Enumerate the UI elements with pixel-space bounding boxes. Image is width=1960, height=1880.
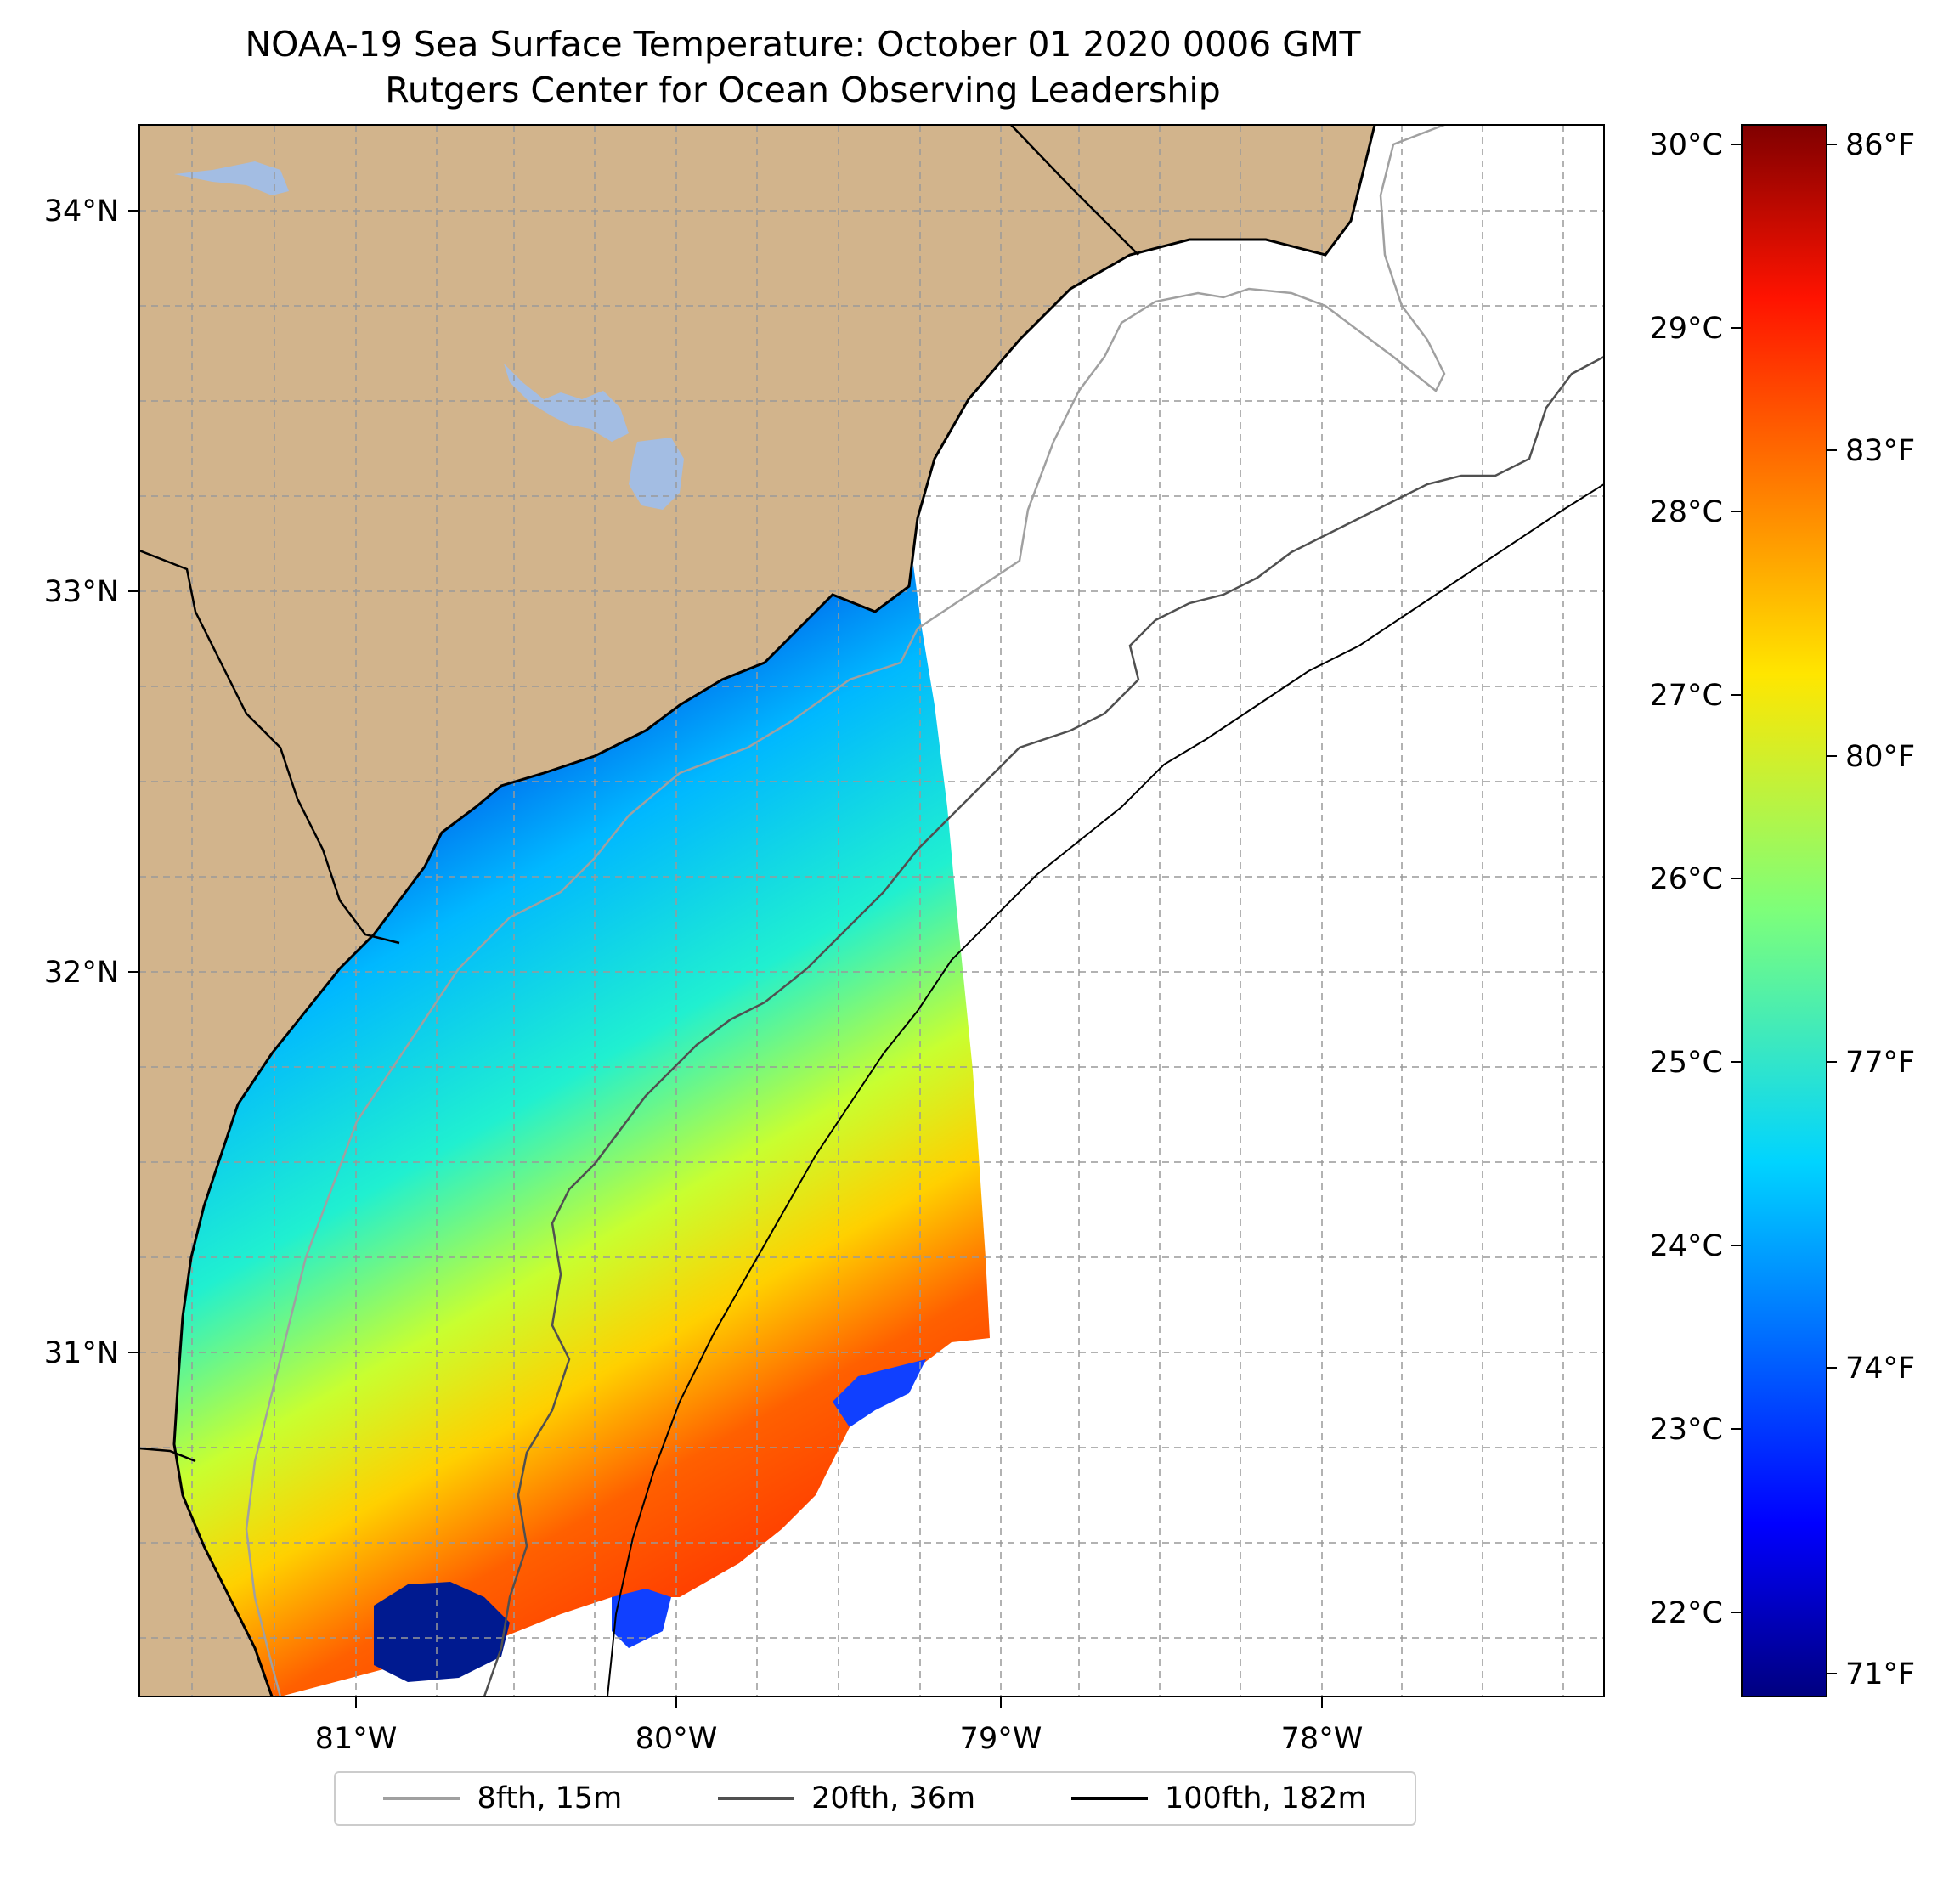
sst-swath bbox=[174, 565, 990, 1697]
map-title: NOAA-19 Sea Surface Temperature: October… bbox=[245, 24, 1361, 65]
lake-marion bbox=[504, 364, 629, 442]
lon-label: 78°W bbox=[1281, 1722, 1364, 1756]
colorbar-f-label: 74°F bbox=[1845, 1352, 1915, 1386]
colorbar-c-label: 28°C bbox=[1650, 495, 1723, 529]
map-subtitle: Rutgers Center for Ocean Observing Leade… bbox=[385, 70, 1221, 110]
legend-label: 8fth, 15m bbox=[477, 1781, 623, 1815]
lat-label: 34°N bbox=[44, 195, 119, 229]
legend-item-8fth: 8fth, 15m bbox=[383, 1781, 622, 1815]
lat-gridlines bbox=[139, 210, 1604, 1639]
isobath-legend: 8fth, 15m 20fth, 36m 100fth, 182m bbox=[334, 1771, 1416, 1826]
colorbar-f-label: 77°F bbox=[1845, 1046, 1915, 1080]
colorbar-f-label: 80°F bbox=[1845, 740, 1915, 774]
river bbox=[139, 1447, 196, 1463]
legend-label: 100fth, 182m bbox=[1164, 1781, 1367, 1815]
coastline bbox=[172, 125, 1376, 1697]
colorbar-c-label: 24°C bbox=[1650, 1229, 1723, 1263]
colorbar bbox=[1741, 124, 1827, 1697]
state-border bbox=[1010, 125, 1139, 256]
legend-item-20fth: 20fth, 36m bbox=[718, 1781, 975, 1815]
lat-label: 31°N bbox=[44, 1336, 119, 1370]
legend-label: 20fth, 36m bbox=[811, 1781, 976, 1815]
legend-swatch bbox=[383, 1797, 460, 1800]
colorbar-c-label: 23°C bbox=[1650, 1413, 1723, 1447]
land bbox=[139, 125, 1375, 1697]
axis-ticks bbox=[128, 210, 1323, 1708]
map-area bbox=[139, 125, 1604, 1697]
cold-eddy bbox=[374, 1582, 510, 1682]
lake-moultrie bbox=[629, 438, 684, 510]
legend-item-100fth: 100fth, 182m bbox=[1070, 1781, 1367, 1815]
map-frame bbox=[138, 124, 1605, 1697]
lake-north bbox=[174, 161, 289, 195]
legend-swatch bbox=[1070, 1797, 1148, 1800]
colorbar-c-label: 26°C bbox=[1650, 862, 1723, 896]
colorbar-c-label: 27°C bbox=[1650, 679, 1723, 713]
river bbox=[139, 549, 400, 945]
lat-label: 33°N bbox=[44, 575, 119, 609]
lon-label: 79°W bbox=[960, 1722, 1042, 1756]
cold-eddy bbox=[833, 1359, 926, 1427]
lat-label: 32°N bbox=[44, 956, 119, 990]
cold-eddy bbox=[612, 1589, 671, 1648]
colorbar-c-label: 30°C bbox=[1650, 128, 1723, 162]
colorbar-c-label: 29°C bbox=[1650, 312, 1723, 346]
colorbar-c-label: 22°C bbox=[1650, 1596, 1723, 1630]
isobath-8fth bbox=[245, 125, 1446, 1697]
lon-label: 80°W bbox=[635, 1722, 718, 1756]
colorbar-c-label: 25°C bbox=[1650, 1046, 1723, 1080]
isobath-20fth bbox=[483, 355, 1604, 1697]
colorbar-ticks bbox=[1731, 144, 1837, 1674]
lon-label: 81°W bbox=[315, 1722, 398, 1756]
colorbar-f-label: 71°F bbox=[1845, 1657, 1915, 1691]
colorbar-f-label: 83°F bbox=[1845, 434, 1915, 468]
colorbar-f-label: 86°F bbox=[1845, 128, 1915, 162]
legend-swatch bbox=[718, 1797, 795, 1800]
isobath-100fth bbox=[607, 483, 1604, 1697]
